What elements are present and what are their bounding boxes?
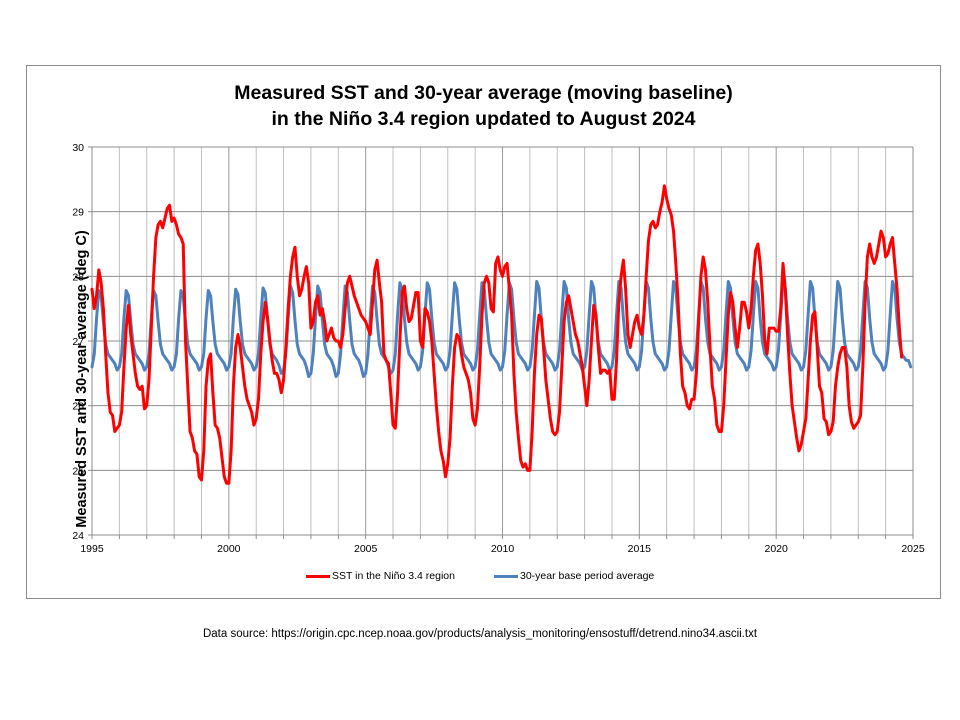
legend-item-sst: SST in the Niño 3.4 region [306, 570, 455, 582]
y-tick-label: 28 [72, 271, 84, 283]
y-tick-label: 30 [72, 142, 84, 154]
x-tick-label: 2010 [491, 543, 515, 555]
x-tick-label: 2020 [764, 543, 788, 555]
legend-swatch-baseline [494, 574, 518, 578]
chart-title-line-1: Measured SST and 30-year average (moving… [234, 82, 733, 104]
legend-label-sst: SST in the Niño 3.4 region [332, 570, 455, 582]
x-tick-label: 2000 [217, 543, 241, 555]
x-tick-labels: 1995 2000 2005 2010 2015 2020 2025 [80, 543, 925, 555]
data-source-note: Data source: https://origin.cpc.ncep.noa… [202, 628, 758, 640]
axes [88, 146, 914, 539]
x-tick-label: 1995 [80, 543, 104, 555]
legend: SST in the Niño 3.4 region 30-year base … [27, 570, 940, 590]
chart-title: Measured SST and 30-year average (moving… [27, 80, 940, 132]
legend-label-baseline: 30-year base period average [520, 570, 655, 582]
line-chart: 24 25 26 27 28 29 30 1995 2000 2005 2010 2015 2020 2… [72, 142, 925, 555]
y-tick-label: 29 [72, 207, 84, 219]
x-tick-label: 2015 [628, 543, 652, 555]
y-tick-labels: 24 25 26 27 28 29 30 [72, 142, 84, 542]
y-tick-label: 25 [72, 465, 84, 477]
y-tick-label: 27 [72, 336, 84, 348]
chart-frame: Measured SST and 30-year average (moving… [26, 65, 941, 599]
y-tick-label: 26 [72, 401, 84, 413]
series-line-sst [90, 184, 904, 485]
legend-swatch-sst [306, 574, 330, 578]
chart-title-line-2: in the Niño 3.4 region updated to August… [271, 108, 696, 130]
y-tick-label: 24 [72, 530, 84, 542]
x-tick-label: 2025 [901, 543, 925, 555]
legend-item-baseline: 30-year base period average [494, 570, 654, 582]
x-tick-label: 2005 [354, 543, 378, 555]
series-line-baseline [90, 280, 913, 379]
series-lines [90, 184, 913, 485]
